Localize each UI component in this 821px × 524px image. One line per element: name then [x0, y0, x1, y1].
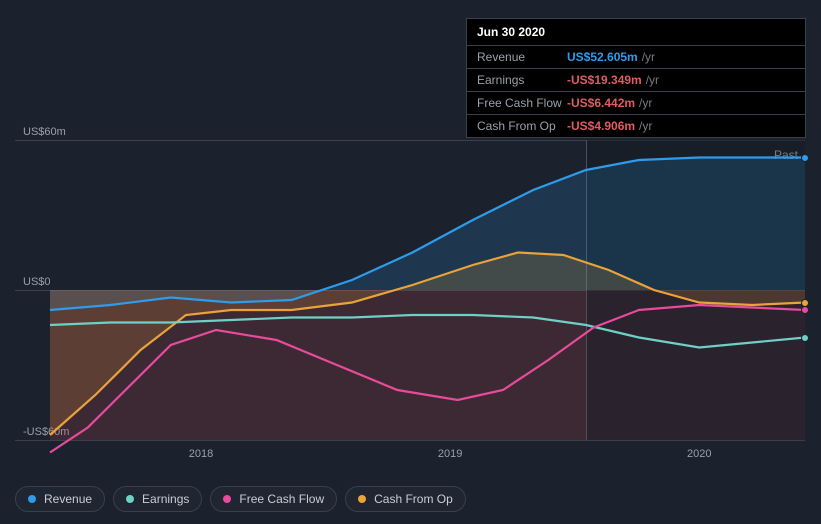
legend-dot-icon — [223, 495, 231, 503]
legend-item-cash-from-op[interactable]: Cash From Op — [345, 486, 466, 512]
legend-dot-icon — [358, 495, 366, 503]
legend-item-earnings[interactable]: Earnings — [113, 486, 202, 512]
series-end-marker — [801, 154, 809, 162]
chart-legend: Revenue Earnings Free Cash Flow Cash From O… — [15, 486, 466, 512]
legend-item-revenue[interactable]: Revenue — [15, 486, 105, 512]
legend-item-free-cash-flow[interactable]: Free Cash Flow — [210, 486, 337, 512]
legend-dot-icon — [28, 495, 36, 503]
series-end-marker — [801, 306, 809, 314]
series-end-marker — [801, 334, 809, 342]
legend-label: Earnings — [142, 492, 189, 506]
legend-label: Cash From Op — [374, 492, 453, 506]
legend-dot-icon — [126, 495, 134, 503]
legend-label: Free Cash Flow — [239, 492, 324, 506]
legend-label: Revenue — [44, 492, 92, 506]
chart-svg — [15, 0, 805, 524]
